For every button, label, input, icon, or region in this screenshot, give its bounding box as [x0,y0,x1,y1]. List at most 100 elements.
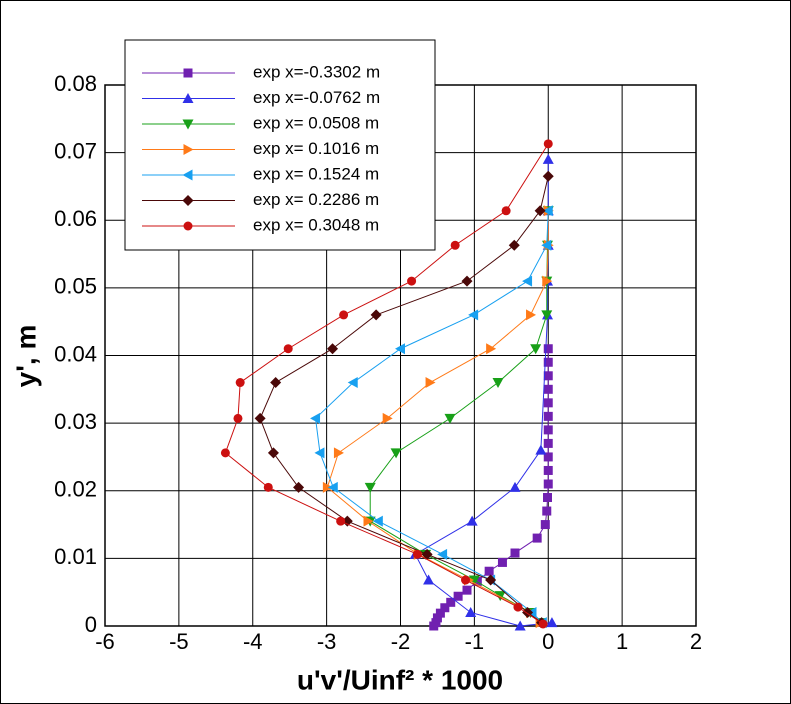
y-tick-label: 0.02 [54,477,97,502]
y-tick-label: 0.07 [54,138,97,163]
marker [543,452,553,462]
marker [453,591,463,601]
legend-marker [182,119,194,130]
marker [450,240,460,250]
x-tick-label: -2 [391,629,411,654]
marker [543,384,553,394]
marker [542,205,553,217]
marker [542,275,553,287]
marker [437,548,448,560]
legend-marker [183,144,194,155]
marker [254,412,266,424]
marker [421,548,433,560]
marker [235,378,245,388]
marker [542,170,554,182]
marker [333,447,344,459]
y-tick-label: 0.08 [54,71,97,96]
marker [461,575,471,585]
marker [526,309,537,321]
legend-label: exp x=-0.0762 m [253,88,380,107]
marker [395,343,405,355]
marker [339,310,349,320]
marker [425,377,436,389]
marker [542,506,552,516]
marker [293,481,305,493]
marker [543,465,553,475]
x-tick-label: -3 [317,629,337,654]
x-tick-label: 2 [690,629,702,654]
marker [485,574,497,586]
marker [546,617,558,628]
marker [407,276,417,286]
marker [466,515,478,526]
legend-box [124,39,436,251]
x-tick-label: -1 [465,629,485,654]
marker [513,602,523,612]
marker [543,371,553,381]
marker [363,515,374,527]
marker [314,447,325,459]
marker [461,275,473,287]
marker [310,412,321,424]
marker [444,413,456,424]
y-tick-label: 0.06 [54,206,97,231]
marker [540,520,550,530]
series-line [326,210,549,623]
marker [462,585,472,595]
x-tick-label: -5 [169,629,189,654]
x-axis-title: u'v'/Uinf² * 1000 [297,664,503,695]
y-tick-label: 0.01 [54,544,97,569]
x-tick-label: -6 [95,629,115,654]
legend-label: exp x= 0.3048 m [253,215,379,234]
marker [270,377,282,389]
marker [468,575,480,586]
marker [468,309,479,321]
x-tick-label: 0 [542,629,554,654]
marker [327,343,339,355]
marker [534,205,546,217]
marker [429,621,439,631]
marker [492,378,504,389]
marker [543,357,553,367]
marker [532,533,542,543]
legend-marker [182,169,193,181]
marker [336,516,346,526]
y-axis-title: y', m [10,325,41,388]
legend-marker [183,68,193,78]
marker [327,481,338,493]
series-line [315,210,549,623]
marker [508,239,520,251]
y-tick-label: 0 [85,612,97,637]
marker [543,139,553,149]
marker [542,153,554,164]
marker [501,206,511,216]
marker [514,620,526,631]
marker [423,574,435,585]
marker [522,275,533,287]
marker [390,448,402,459]
marker [530,344,542,355]
marker [484,566,494,576]
legend-marker [182,93,194,103]
marker [543,438,553,448]
legend-label: exp x= 0.0508 m [253,113,379,132]
marker [382,412,393,424]
marker [412,549,422,559]
marker [535,444,547,455]
marker [497,557,507,567]
marker [543,398,553,408]
marker [541,310,553,321]
marker [372,515,383,527]
legend-label: exp x= 0.2286 m [253,190,379,209]
legend-marker [182,195,194,206]
marker [267,447,279,459]
marker [543,425,553,435]
legend-label: exp x= 0.1524 m [253,164,379,183]
marker [263,482,273,492]
x-tick-label: -4 [243,629,263,654]
x-tick-label: 1 [616,629,628,654]
legend-marker [183,221,193,231]
marker [364,482,376,493]
